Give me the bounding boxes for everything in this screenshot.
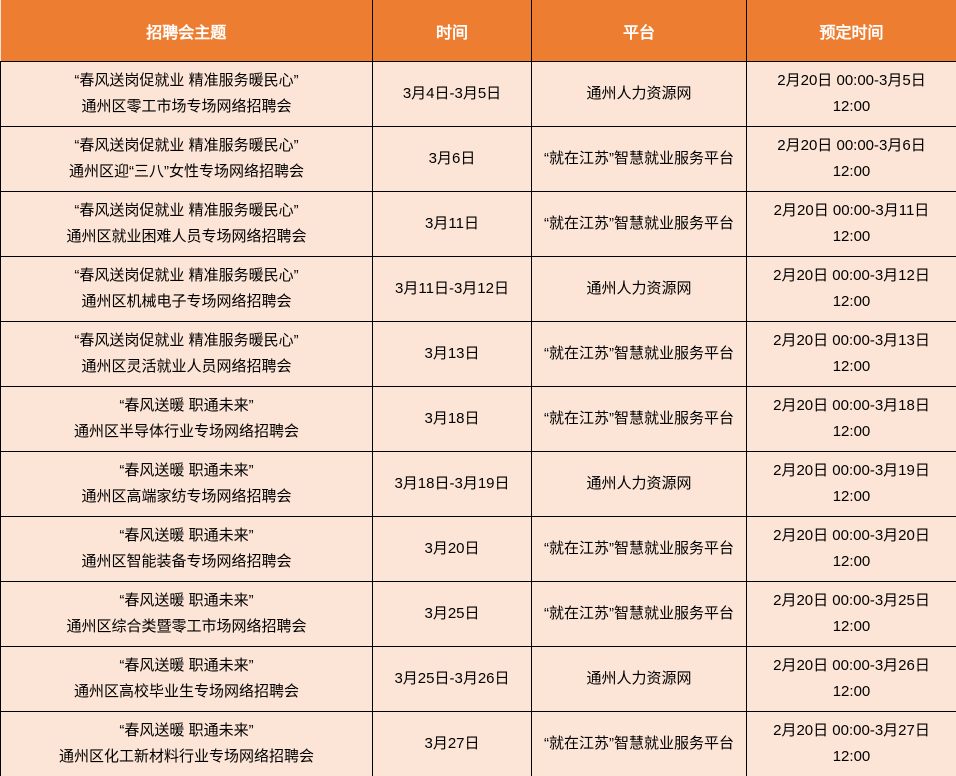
platform-cell: 通州人力资源网: [531, 61, 747, 127]
time-cell: 3月11日-3月12日: [372, 256, 532, 322]
platform-cell: “就在江苏”智慧就业服务平台: [531, 321, 747, 387]
platform-cell: “就在江苏”智慧就业服务平台: [531, 711, 747, 776]
booking-time-cell: 2月20日 00:00-3月25日 12:00: [746, 581, 956, 647]
table-row: “春风送暖 职通未来” 通州区高校毕业生专场网络招聘会 3月25日-3月26日 …: [0, 646, 956, 712]
platform-cell: “就在江苏”智慧就业服务平台: [531, 126, 747, 192]
header-row: 招聘会主题 时间 平台 预定时间: [0, 0, 956, 62]
table-row: “春风送暖 职通未来” 通州区化工新材料行业专场网络招聘会 3月27日 “就在江…: [0, 711, 956, 776]
theme-cell: “春风送岗促就业 精准服务暖民心” 通州区迎“三八”女性专场网络招聘会: [0, 126, 373, 192]
booking-time-cell: 2月20日 00:00-3月5日 12:00: [746, 61, 956, 127]
table-row: “春风送暖 职通未来” 通州区智能装备专场网络招聘会 3月20日 “就在江苏”智…: [0, 516, 956, 582]
platform-cell: “就在江苏”智慧就业服务平台: [531, 191, 747, 257]
column-header-time: 时间: [372, 0, 532, 62]
theme-cell: “春风送暖 职通未来” 通州区半导体行业专场网络招聘会: [0, 386, 373, 452]
theme-cell: “春风送岗促就业 精准服务暖民心” 通州区就业困难人员专场网络招聘会: [0, 191, 373, 257]
table-row: “春风送岗促就业 精准服务暖民心” 通州区迎“三八”女性专场网络招聘会 3月6日…: [0, 126, 956, 192]
theme-cell: “春风送岗促就业 精准服务暖民心” 通州区机械电子专场网络招聘会: [0, 256, 373, 322]
table-row: “春风送暖 职通未来” 通州区综合类暨零工市场网络招聘会 3月25日 “就在江苏…: [0, 581, 956, 647]
theme-cell: “春风送岗促就业 精准服务暖民心” 通州区灵活就业人员网络招聘会: [0, 321, 373, 387]
booking-time-cell: 2月20日 00:00-3月20日 12:00: [746, 516, 956, 582]
theme-cell: “春风送暖 职通未来” 通州区智能装备专场网络招聘会: [0, 516, 373, 582]
time-cell: 3月4日-3月5日: [372, 61, 532, 127]
table-row: “春风送暖 职通未来” 通州区高端家纺专场网络招聘会 3月18日-3月19日 通…: [0, 451, 956, 517]
booking-time-cell: 2月20日 00:00-3月19日 12:00: [746, 451, 956, 517]
theme-cell: “春风送岗促就业 精准服务暖民心” 通州区零工市场专场网络招聘会: [0, 61, 373, 127]
column-header-booking: 预定时间: [746, 0, 956, 62]
theme-cell: “春风送暖 职通未来” 通州区综合类暨零工市场网络招聘会: [0, 581, 373, 647]
table-row: “春风送岗促就业 精准服务暖民心” 通州区灵活就业人员网络招聘会 3月13日 “…: [0, 321, 956, 387]
theme-cell: “春风送暖 职通未来” 通州区化工新材料行业专场网络招聘会: [0, 711, 373, 776]
time-cell: 3月25日: [372, 581, 532, 647]
table-row: “春风送岗促就业 精准服务暖民心” 通州区零工市场专场网络招聘会 3月4日-3月…: [0, 61, 956, 127]
booking-time-cell: 2月20日 00:00-3月18日 12:00: [746, 386, 956, 452]
booking-time-cell: 2月20日 00:00-3月11日 12:00: [746, 191, 956, 257]
time-cell: 3月18日: [372, 386, 532, 452]
table-header: 招聘会主题 时间 平台 预定时间: [0, 0, 956, 62]
platform-cell: “就在江苏”智慧就业服务平台: [531, 581, 747, 647]
time-cell: 3月27日: [372, 711, 532, 776]
column-header-theme: 招聘会主题: [0, 0, 373, 62]
time-cell: 3月6日: [372, 126, 532, 192]
platform-cell: “就在江苏”智慧就业服务平台: [531, 386, 747, 452]
time-cell: 3月11日: [372, 191, 532, 257]
theme-cell: “春风送暖 职通未来” 通州区高校毕业生专场网络招聘会: [0, 646, 373, 712]
column-header-platform: 平台: [531, 0, 747, 62]
booking-time-cell: 2月20日 00:00-3月26日 12:00: [746, 646, 956, 712]
time-cell: 3月13日: [372, 321, 532, 387]
table-row: “春风送暖 职通未来” 通州区半导体行业专场网络招聘会 3月18日 “就在江苏”…: [0, 386, 956, 452]
table-row: “春风送岗促就业 精准服务暖民心” 通州区就业困难人员专场网络招聘会 3月11日…: [0, 191, 956, 257]
time-cell: 3月25日-3月26日: [372, 646, 532, 712]
booking-time-cell: 2月20日 00:00-3月6日 12:00: [746, 126, 956, 192]
theme-cell: “春风送暖 职通未来” 通州区高端家纺专场网络招聘会: [0, 451, 373, 517]
platform-cell: 通州人力资源网: [531, 256, 747, 322]
time-cell: 3月20日: [372, 516, 532, 582]
platform-cell: “就在江苏”智慧就业服务平台: [531, 516, 747, 582]
booking-time-cell: 2月20日 00:00-3月12日 12:00: [746, 256, 956, 322]
table-body: “春风送岗促就业 精准服务暖民心” 通州区零工市场专场网络招聘会 3月4日-3月…: [0, 61, 956, 776]
platform-cell: 通州人力资源网: [531, 646, 747, 712]
time-cell: 3月18日-3月19日: [372, 451, 532, 517]
platform-cell: 通州人力资源网: [531, 451, 747, 517]
booking-time-cell: 2月20日 00:00-3月13日 12:00: [746, 321, 956, 387]
table-row: “春风送岗促就业 精准服务暖民心” 通州区机械电子专场网络招聘会 3月11日-3…: [0, 256, 956, 322]
booking-time-cell: 2月20日 00:00-3月27日 12:00: [746, 711, 956, 776]
